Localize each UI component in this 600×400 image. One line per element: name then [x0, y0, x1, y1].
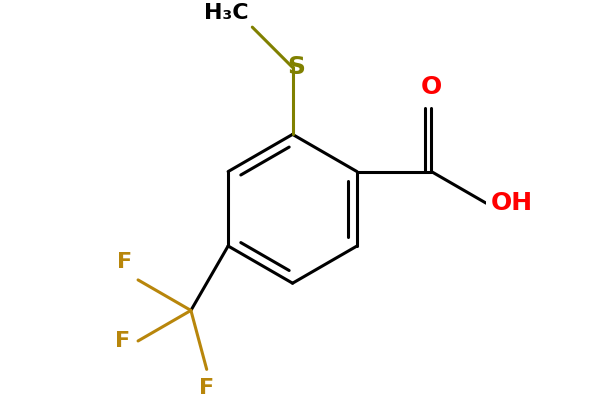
Text: F: F: [199, 378, 214, 398]
Text: OH: OH: [491, 191, 533, 215]
Text: O: O: [421, 75, 442, 99]
Text: F: F: [118, 252, 133, 272]
Text: F: F: [115, 331, 130, 351]
Text: H₃C: H₃C: [204, 4, 248, 24]
Text: S: S: [287, 56, 305, 80]
